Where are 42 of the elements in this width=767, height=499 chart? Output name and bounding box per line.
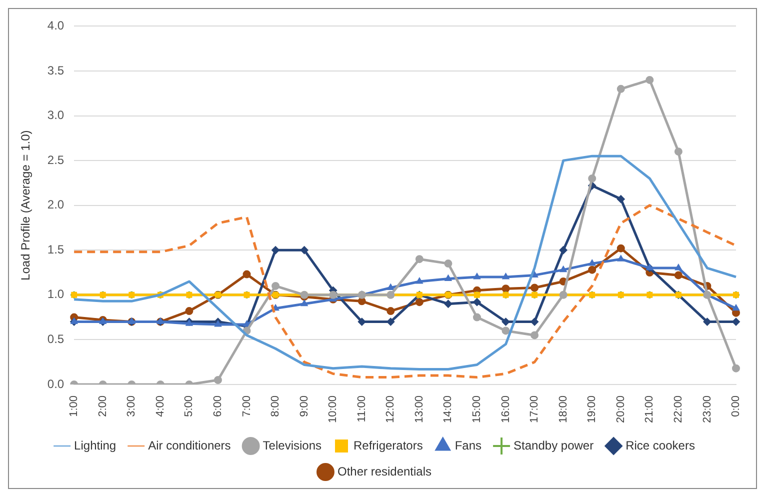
y-tick-label: 1.5 <box>47 242 64 256</box>
x-tick-label: 12:00 <box>384 395 397 424</box>
x-tick-label: 17:00 <box>528 395 541 424</box>
legend-label: Fans <box>454 438 482 452</box>
x-tick-label: 15:00 <box>471 395 484 424</box>
legend-label: Lighting <box>74 438 116 452</box>
legend-label: Air conditioners <box>148 438 231 452</box>
x-tick-label: 13:00 <box>413 395 426 424</box>
y-tick-label: 2.5 <box>47 152 64 167</box>
legend-label: Refrigerators <box>353 438 423 452</box>
x-tick-label: 20:00 <box>614 395 627 424</box>
x-tick-label: 6:00 <box>212 395 224 417</box>
x-tick-label: 11:00 <box>356 395 368 422</box>
x-tick-label: 7:00 <box>240 395 253 417</box>
x-tick-label: 18:00 <box>557 395 570 424</box>
y-tick-label: 0.5 <box>47 332 64 346</box>
legend-label: Other residentials <box>337 464 432 478</box>
x-tick-label: 23:00 <box>701 395 714 424</box>
x-tick-label: 5:00 <box>183 395 196 417</box>
x-tick-label: 4:00 <box>154 395 166 417</box>
legend-label: Televisions <box>262 438 322 452</box>
x-tick-label: 3:00 <box>126 395 138 417</box>
x-tick-label: 1:00 <box>68 395 80 417</box>
y-tick-label: 4.0 <box>47 18 64 33</box>
legend-label: Rice cookers <box>626 438 695 452</box>
x-tick-label: 22:00 <box>672 395 684 424</box>
y-tick-label: 3.0 <box>47 108 64 122</box>
y-tick-label: 2.0 <box>47 198 64 212</box>
y-tick-label: 1.0 <box>47 287 64 302</box>
y-tick-label: 0.0 <box>47 376 64 391</box>
x-tick-label: 9:00 <box>298 395 310 417</box>
x-tick-label: 19:00 <box>586 395 598 424</box>
y-tick-label: 3.5 <box>47 63 64 78</box>
x-tick-label: 16:00 <box>500 395 512 424</box>
x-tick-label: 8:00 <box>270 395 282 417</box>
y-axis-title: Load Profile (Average = 1.0) <box>18 130 33 280</box>
x-tick-label: 2:00 <box>96 395 109 417</box>
x-tick-label: 14:00 <box>442 395 454 424</box>
legend-label: Standby power <box>514 438 594 452</box>
x-tick-label: 10:00 <box>327 395 340 424</box>
x-tick-label: 0:00 <box>730 395 742 417</box>
x-tick-label: 21:00 <box>644 395 656 424</box>
